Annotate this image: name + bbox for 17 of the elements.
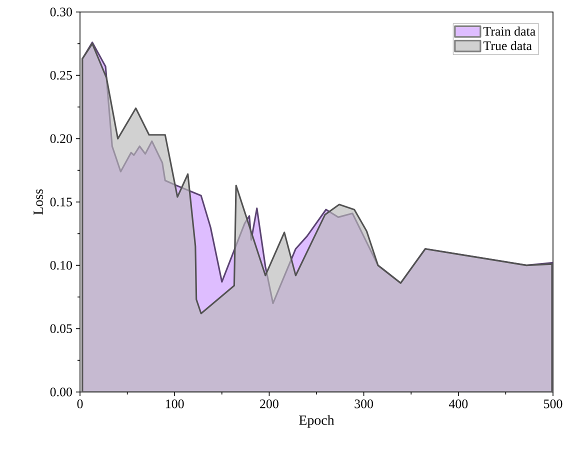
y-tick-label: 0.05 <box>50 324 72 334</box>
x-axis-title: Epoch <box>299 415 334 428</box>
y-tick-label: 0.15 <box>50 198 72 206</box>
legend-label: True data <box>483 41 532 50</box>
x-tick-label: 400 <box>448 400 468 408</box>
y-axis-title: Loss <box>34 189 43 215</box>
x-tick-label: 200 <box>260 400 278 408</box>
legend-label: Train data <box>483 26 536 36</box>
y-tick-label: 0.20 <box>50 134 72 144</box>
y-tick-label: 0.10 <box>50 260 72 270</box>
x-tick-label: 100 <box>166 400 184 408</box>
x-tick-label: 300 <box>354 400 374 408</box>
y-tick-label: 0.30 <box>50 8 72 16</box>
x-tick-label: 500 <box>544 400 562 408</box>
x-tick-label: 0 <box>77 400 83 408</box>
y-tick-label: 0.00 <box>50 388 72 396</box>
y-tick-label: 0.25 <box>50 70 72 80</box>
